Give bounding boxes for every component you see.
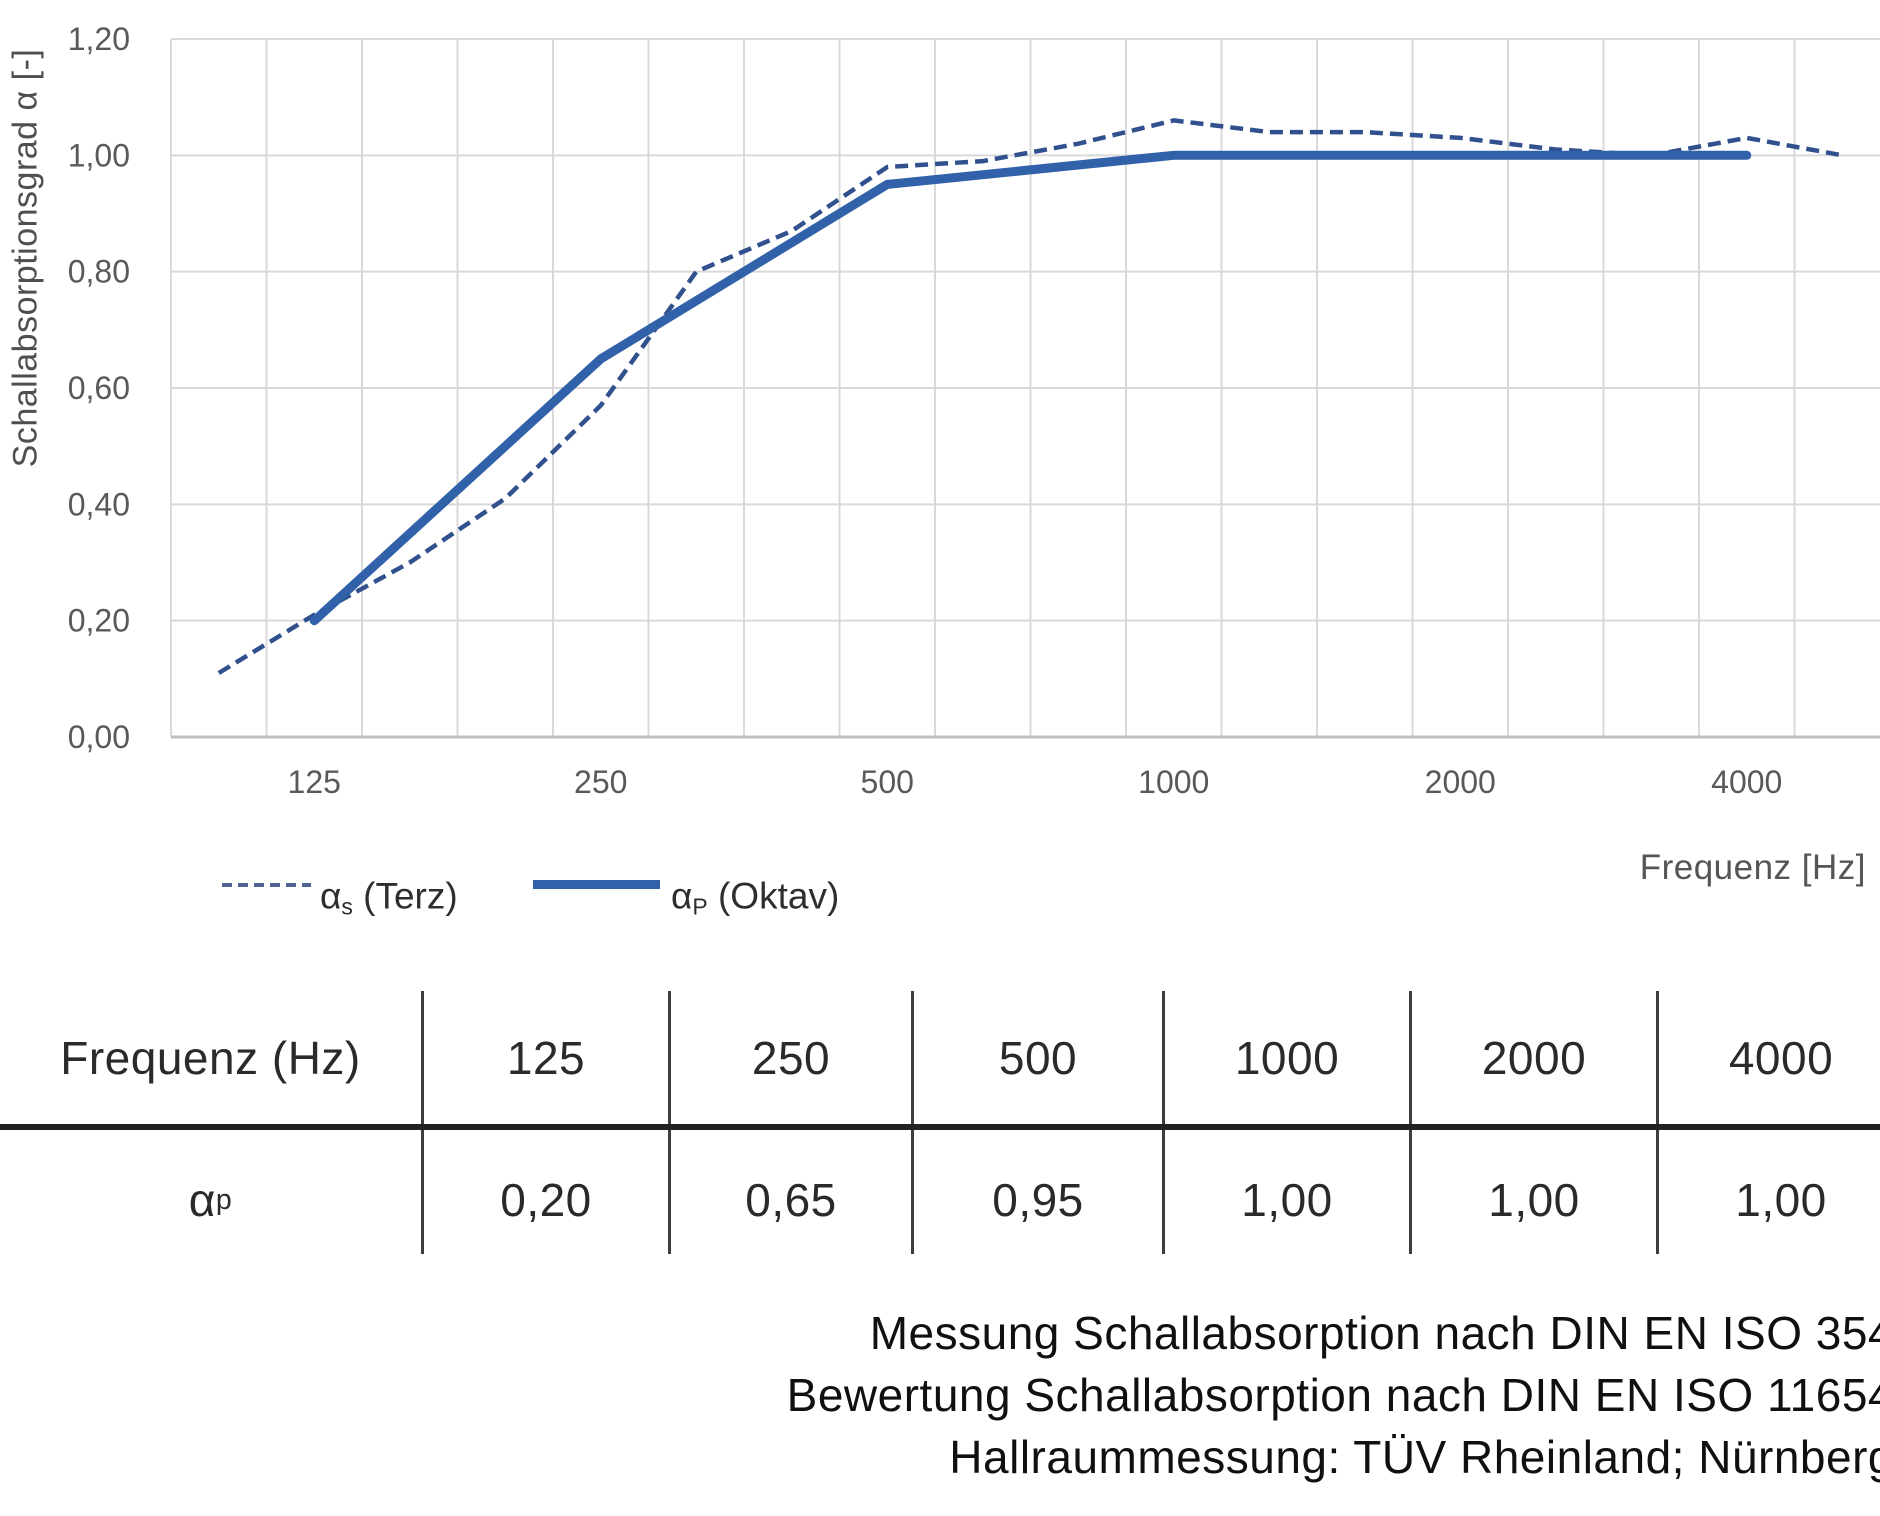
svg-text:0,40: 0,40 <box>68 486 130 522</box>
table-separator <box>668 991 671 1254</box>
svg-text:2000: 2000 <box>1425 764 1496 800</box>
y-axis-title: Schallabsorptionsgrad α [-] <box>6 48 45 468</box>
svg-text:1000: 1000 <box>1138 764 1209 800</box>
footer-notes: Messung Schallabsorption nach DIN EN ISO… <box>787 1302 1880 1488</box>
svg-text:1,00: 1,00 <box>68 137 130 173</box>
svg-text:250: 250 <box>574 764 627 800</box>
table-header-250: 250 <box>751 1032 831 1084</box>
svg-text:0,00: 0,00 <box>68 719 130 755</box>
table-value-4000: 1,00 <box>1735 1174 1827 1226</box>
svg-text:0,20: 0,20 <box>68 603 130 639</box>
table-header-rule <box>0 1124 1880 1130</box>
legend-label-alpha-s-terz: αs (Terz) <box>320 875 458 920</box>
svg-text:500: 500 <box>861 764 914 800</box>
table-header-4000: 4000 <box>1728 1032 1834 1084</box>
table-header-125: 125 <box>506 1032 586 1084</box>
grid-horizontal <box>171 37 1880 622</box>
table-separator <box>1656 991 1659 1254</box>
alpha-s-terz-line <box>217 118 1843 675</box>
table-value-500: 0,95 <box>992 1174 1084 1226</box>
x-axis-title: Frequenz [Hz] <box>1639 848 1866 887</box>
svg-text:125: 125 <box>288 764 341 800</box>
svg-text:0,60: 0,60 <box>68 370 130 406</box>
y-tick-labels: 0,00 0,20 0,40 0,60 0,80 1,00 1,20 <box>68 21 130 755</box>
table-value-1000: 1,00 <box>1241 1174 1333 1226</box>
table-header-2000: 2000 <box>1481 1032 1587 1084</box>
table-value-125: 0,20 <box>500 1174 592 1226</box>
x-tick-labels: 125 250 500 1000 2000 4000 <box>288 764 1783 800</box>
table-separator <box>911 991 914 1254</box>
svg-text:4000: 4000 <box>1711 764 1782 800</box>
legend-solid-line-swatch <box>533 880 660 889</box>
legend-label-alpha-p-oktav: αP (Oktav) <box>671 875 840 920</box>
table-separator <box>1409 991 1412 1254</box>
absorption-chart: 125 250 500 1000 2000 4000 0,00 0,20 0,40 0,60 0,8… <box>68 21 1880 800</box>
table-value-250: 0,65 <box>745 1174 837 1226</box>
table-header-500: 500 <box>998 1032 1078 1084</box>
table-header-frequenz: Frequenz (Hz) <box>60 1032 361 1084</box>
svg-text:1,20: 1,20 <box>68 21 130 57</box>
alpha-p-oktav-line <box>309 150 1752 626</box>
svg-text:0,80: 0,80 <box>68 254 130 290</box>
footer-line-bewertung: Bewertung Schallabsorption nach DIN EN I… <box>786 1369 1880 1421</box>
table-separator <box>1162 991 1165 1254</box>
table-separator <box>421 991 424 1254</box>
legend-dashed-line-swatch <box>222 883 311 887</box>
footer-line-messung: Messung Schallabsorption nach DIN EN ISO… <box>869 1307 1880 1359</box>
table-value-2000: 1,00 <box>1488 1174 1580 1226</box>
footer-line-hallraum: Hallraummessung: TÜV Rheinland; Nürnberg <box>949 1431 1880 1483</box>
table-header-1000: 1000 <box>1234 1032 1340 1084</box>
